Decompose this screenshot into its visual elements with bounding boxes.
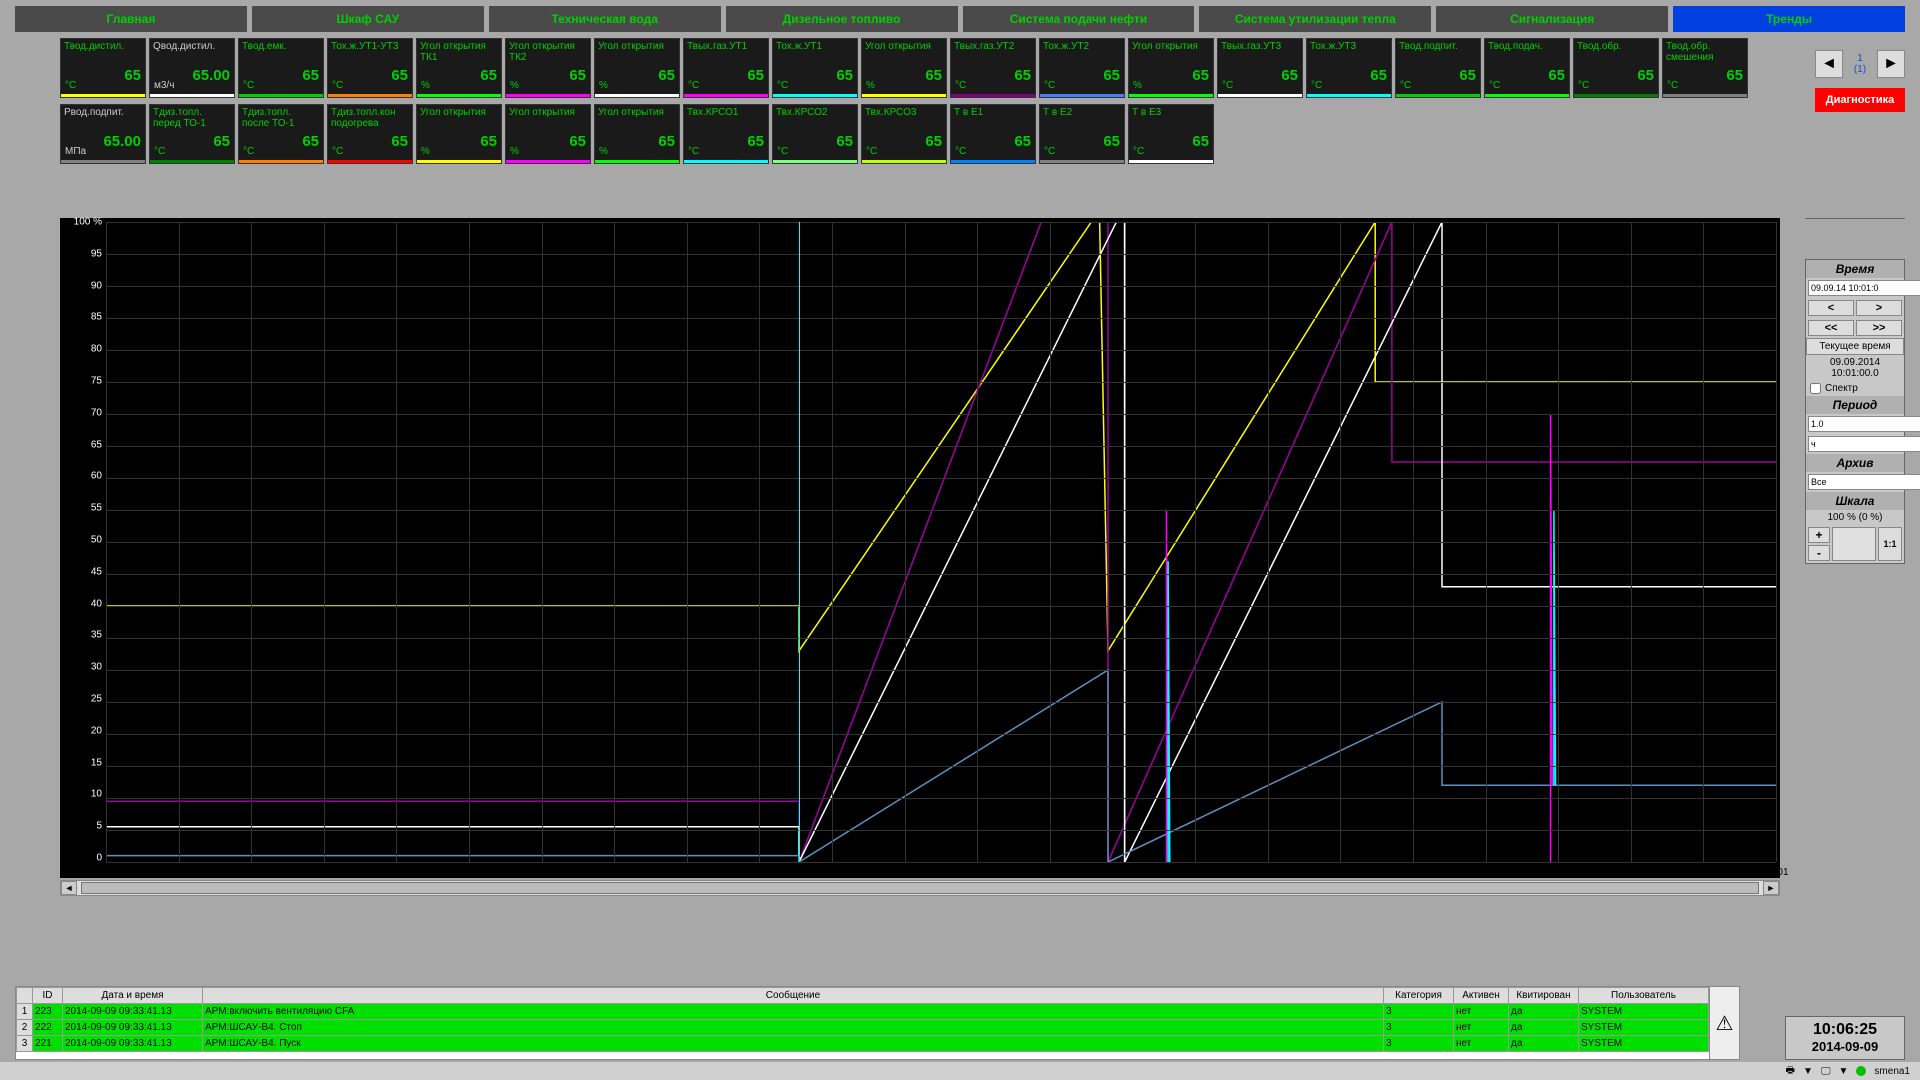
- page-number: 1(1): [1845, 53, 1875, 75]
- top-nav: ГлавнаяШкаф САУТехническая водаДизельное…: [0, 0, 1920, 38]
- tile-24[interactable]: Угол открытия65%: [505, 104, 591, 164]
- alarm-ack-icon[interactable]: ⚠: [1709, 987, 1739, 1059]
- scroll-right-button[interactable]: ►: [1763, 881, 1779, 895]
- chart-scrollbar[interactable]: ◄ ►: [60, 880, 1780, 896]
- chart-date: 9-09-2014: [1726, 869, 1772, 880]
- tile-27[interactable]: Твх.КРСО265°C: [772, 104, 858, 164]
- tile-5[interactable]: Угол открытия ТК265%: [505, 38, 591, 98]
- time-input[interactable]: [1808, 280, 1920, 296]
- tile-26[interactable]: Твх.КРСО165°C: [683, 104, 769, 164]
- archive-select[interactable]: [1808, 474, 1920, 490]
- nav-2[interactable]: Техническая вода: [489, 6, 721, 32]
- time-header: Время: [1806, 260, 1904, 278]
- tile-14[interactable]: Тох.ж.УТ365°C: [1306, 38, 1392, 98]
- current-time-button[interactable]: Текущее время: [1806, 338, 1904, 355]
- time-fwd-button[interactable]: >: [1856, 300, 1902, 316]
- scroll-thumb[interactable]: [81, 882, 1759, 894]
- tile-25[interactable]: Угол открытия65%: [594, 104, 680, 164]
- sensor-tiles: Твод.дистил.65°CQвод.дистил.65.00м3/чТво…: [0, 38, 1920, 164]
- nav-6[interactable]: Сигнализация: [1436, 6, 1668, 32]
- archive-header: Архив: [1806, 454, 1904, 472]
- plot-area[interactable]: [106, 222, 1776, 862]
- tile-20[interactable]: Тдиз.топл. перед ТО-165°C: [149, 104, 235, 164]
- message-panel: IDДата и времяСообщениеКатегорияАктивенК…: [15, 986, 1740, 1060]
- period-header: Период: [1806, 396, 1904, 414]
- x-axis: 9:02:309:059:07:309:109:12:309:159:17:30…: [106, 862, 1776, 878]
- tile-16[interactable]: Твод.подач.65°C: [1484, 38, 1570, 98]
- nav-5[interactable]: Система утилизации тепла: [1199, 6, 1431, 32]
- scroll-left-button[interactable]: ◄: [61, 881, 77, 895]
- tile-17[interactable]: Твод.обр.65°C: [1573, 38, 1659, 98]
- tile-12[interactable]: Угол открытия65%: [1128, 38, 1214, 98]
- side-panel: Время ▼ < > << >> Текущее время 09.09.20…: [1805, 218, 1905, 566]
- zoom-slider[interactable]: [1832, 527, 1876, 561]
- tile-9[interactable]: Угол открытия65%: [861, 38, 947, 98]
- tile-2[interactable]: Твод.емк.65°C: [238, 38, 324, 98]
- nav-7[interactable]: Тренды: [1673, 6, 1905, 32]
- tile-10[interactable]: Твых.газ.УТ265°C: [950, 38, 1036, 98]
- tile-30[interactable]: Т в Е265°C: [1039, 104, 1125, 164]
- nav-4[interactable]: Система подачи нефти: [963, 6, 1195, 32]
- tile-29[interactable]: Т в Е165°C: [950, 104, 1036, 164]
- zoom-in-button[interactable]: +: [1808, 527, 1830, 543]
- page-prev-button[interactable]: ◄: [1815, 50, 1843, 78]
- zoom-reset-button[interactable]: 1:1: [1878, 527, 1902, 561]
- tile-18[interactable]: Твод.обр. смешения65°C: [1662, 38, 1748, 98]
- tile-7[interactable]: Твых.газ.УТ165°C: [683, 38, 769, 98]
- page-next-button[interactable]: ►: [1877, 50, 1905, 78]
- status-bar: 🖶 ▼ 🖵 ▼ smena1: [0, 1062, 1920, 1080]
- tile-23[interactable]: Угол открытия65%: [416, 104, 502, 164]
- period-input[interactable]: [1808, 416, 1920, 432]
- nav-0[interactable]: Главная: [15, 6, 247, 32]
- clock: 10:06:25 2014-09-09: [1785, 1016, 1905, 1060]
- trend-chart: 100 %95908580757065605550454035302520151…: [60, 218, 1780, 898]
- time-back-button[interactable]: <: [1808, 300, 1854, 316]
- tile-19[interactable]: Рвод.подпит.65.00МПа: [60, 104, 146, 164]
- tile-11[interactable]: Тох.ж.УТ265°C: [1039, 38, 1125, 98]
- tile-13[interactable]: Твых.газ.УТ365°C: [1217, 38, 1303, 98]
- scale-header: Шкала: [1806, 492, 1904, 510]
- tile-6[interactable]: Угол открытия65%: [594, 38, 680, 98]
- zoom-out-button[interactable]: -: [1808, 545, 1830, 561]
- time-fastback-button[interactable]: <<: [1808, 320, 1854, 336]
- time-fastfwd-button[interactable]: >>: [1856, 320, 1902, 336]
- pager: ◄ 1(1) ►: [1815, 50, 1905, 78]
- period-unit-select[interactable]: [1808, 436, 1920, 452]
- monitor-icon[interactable]: 🖵: [1821, 1066, 1831, 1077]
- side-date: 09.09.201410:01:00.0: [1806, 355, 1904, 381]
- diagnostics-button[interactable]: Диагностика: [1815, 88, 1905, 112]
- status-user: smena1: [1874, 1066, 1910, 1077]
- tile-31[interactable]: Т в Е365°C: [1128, 104, 1214, 164]
- tile-21[interactable]: Тдиз.топл. после ТО-165°C: [238, 104, 324, 164]
- tile-0[interactable]: Твод.дистил.65°C: [60, 38, 146, 98]
- status-dot: [1856, 1066, 1866, 1076]
- tile-1[interactable]: Qвод.дистил.65.00м3/ч: [149, 38, 235, 98]
- scale-value: 100 % (0 %): [1806, 510, 1904, 525]
- nav-1[interactable]: Шкаф САУ: [252, 6, 484, 32]
- printer-icon[interactable]: 🖶: [1786, 1063, 1795, 1080]
- tile-28[interactable]: Твх.КРСО365°C: [861, 104, 947, 164]
- y-axis: 100 %95908580757065605550454035302520151…: [60, 218, 104, 858]
- nav-3[interactable]: Дизельное топливо: [726, 6, 958, 32]
- message-table[interactable]: IDДата и времяСообщениеКатегорияАктивенК…: [16, 987, 1709, 1059]
- tile-15[interactable]: Твод.подпит.65°C: [1395, 38, 1481, 98]
- tile-22[interactable]: Тдиз.топл.кон подогрева65°C: [327, 104, 413, 164]
- spectrum-checkbox[interactable]: Спектр: [1806, 381, 1904, 396]
- tile-4[interactable]: Угол открытия ТК165%: [416, 38, 502, 98]
- tile-8[interactable]: Тох.ж.УТ165°C: [772, 38, 858, 98]
- tile-3[interactable]: Тох.ж.УТ1-УТ365°C: [327, 38, 413, 98]
